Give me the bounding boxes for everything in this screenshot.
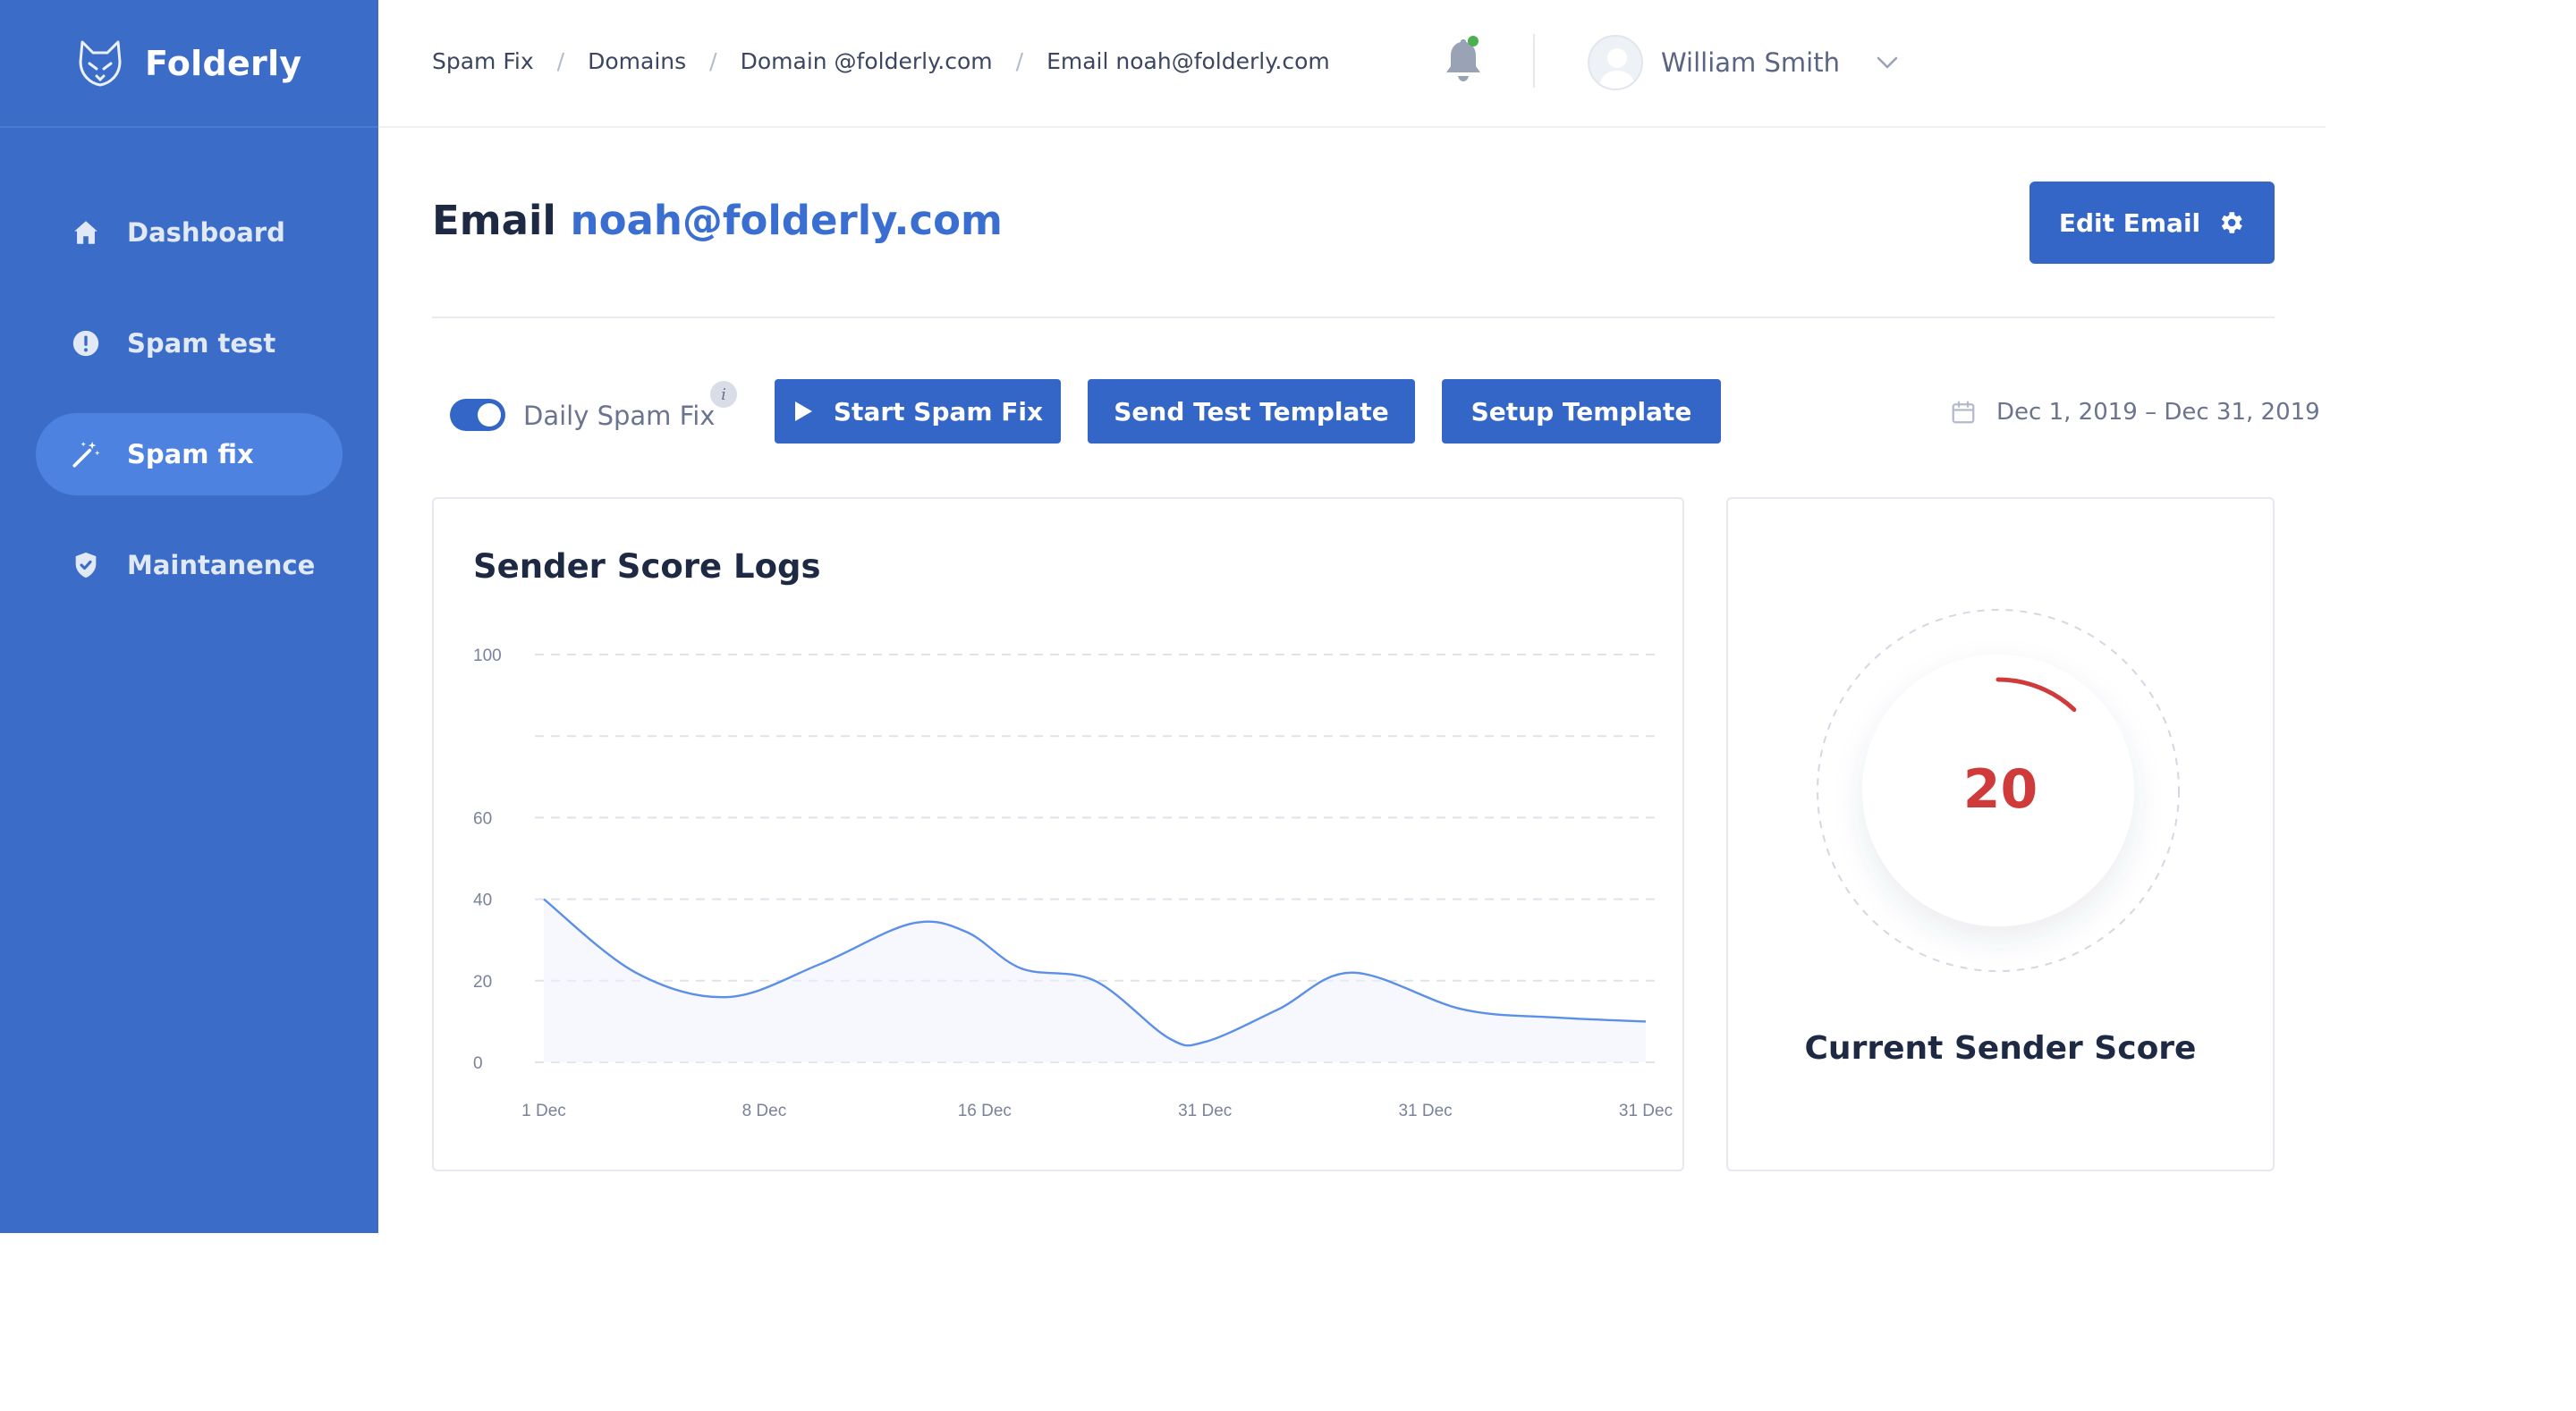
sidebar-item-dashboard[interactable]: Dashboard [36, 191, 343, 274]
breadcrumb-separator: / [709, 48, 717, 74]
breadcrumb: Spam Fix / Domains / Domain @folderly.co… [432, 48, 1330, 74]
sidebar-item-label: Dashboard [127, 217, 285, 248]
breadcrumb-item-domains[interactable]: Domains [588, 48, 687, 74]
bell-icon[interactable] [1442, 36, 1485, 86]
calendar-icon [1952, 401, 1975, 424]
start-spam-fix-label: Start Spam Fix [833, 396, 1044, 427]
score-gauge [1817, 609, 2180, 972]
y-tick-label: 40 [473, 891, 492, 910]
breadcrumb-separator: / [556, 48, 565, 74]
x-tick-label: 31 Dec [1178, 1102, 1232, 1120]
sidebar: Folderly Dashboard Spam test Spam fix Ma… [0, 0, 378, 1233]
setup-template-button[interactable]: Setup Template [1442, 379, 1721, 444]
chart-title: Sender Score Logs [473, 547, 821, 586]
x-tick-label: 31 Dec [1398, 1102, 1452, 1120]
topbar-divider [1533, 34, 1535, 88]
date-range-picker[interactable]: Dec 1, 2019 – Dec 31, 2019 [1950, 399, 2320, 426]
edit-email-button[interactable]: Edit Email [2029, 182, 2275, 264]
x-tick-label: 1 Dec [521, 1102, 566, 1120]
magic-wand-icon [68, 436, 104, 472]
page-title: Email noah@folderly.com [432, 197, 1003, 244]
score-value: 20 [1962, 758, 2038, 821]
send-test-template-label: Send Test Template [1114, 396, 1389, 427]
start-spam-fix-button[interactable]: Start Spam Fix [775, 379, 1061, 444]
shield-check-icon [68, 547, 104, 583]
chevron-down-icon [1877, 56, 1898, 69]
y-tick-label: 20 [473, 973, 492, 992]
gear-icon [2222, 212, 2242, 233]
gauge-outer-ring [1817, 609, 2180, 972]
fox-logo-icon [79, 40, 122, 86]
daily-spam-fix-toggle[interactable] [450, 399, 505, 431]
date-range-text: Dec 1, 2019 – Dec 31, 2019 [1996, 399, 2320, 426]
brand-name: Folderly [145, 43, 302, 83]
send-test-template-button[interactable]: Send Test Template [1088, 379, 1415, 444]
current-sender-score-card: 20 Current Sender Score [1726, 497, 2275, 1171]
y-tick-label: 60 [473, 809, 492, 828]
breadcrumb-separator: / [1015, 48, 1024, 74]
x-tick-label: 31 Dec [1619, 1102, 1673, 1120]
alert-circle-icon [68, 325, 104, 361]
notification-dot [1468, 36, 1479, 46]
breadcrumb-item-domain[interactable]: Domain @folderly.com [740, 48, 993, 74]
user-silhouette-icon [1598, 48, 1636, 89]
y-tick-label: 100 [473, 646, 502, 665]
sidebar-item-label: Maintanence [127, 550, 316, 580]
score-arc [1996, 677, 2077, 713]
header-divider [432, 317, 2275, 318]
sidebar-item-label: Spam test [127, 328, 276, 359]
play-icon [794, 401, 812, 421]
sidebar-nav: Dashboard Spam test Spam fix Maintanence [0, 191, 378, 635]
sidebar-item-spam-fix[interactable]: Spam fix [36, 413, 343, 495]
edit-email-button-label: Edit Email [2058, 207, 2201, 238]
x-tick-label: 8 Dec [742, 1102, 787, 1120]
setup-template-label: Setup Template [1470, 396, 1692, 427]
breadcrumb-item-spam-fix[interactable]: Spam Fix [432, 48, 534, 74]
page-title-email: noah@folderly.com [570, 197, 1003, 244]
breadcrumb-item-email: Email noah@folderly.com [1046, 48, 1330, 74]
x-tick-label: 16 Dec [958, 1102, 1012, 1120]
sender-score-chart: 0 20 40 60 100 1 Dec 8 Dec 16 Dec 31 Dec 31 Dec 31… [473, 646, 1673, 1120]
series-line [543, 898, 1647, 1047]
sidebar-item-label: Spam fix [127, 439, 254, 469]
sender-score-logs-card: Sender Score Logs 0 20 40 60 100 1 Dec 8 Dec 16… [432, 497, 1684, 1171]
page-title-prefix: Email [432, 197, 556, 244]
top-bar: Spam Fix / Domains / Domain @folderly.co… [378, 0, 2326, 128]
score-title: Current Sender Score [1804, 1030, 2197, 1067]
sidebar-item-spam-test[interactable]: Spam test [36, 302, 343, 384]
sidebar-item-maintanence[interactable]: Maintanence [36, 524, 343, 606]
y-tick-label: 0 [473, 1054, 483, 1073]
user-menu[interactable]: William Smith [1588, 34, 1899, 91]
toggle-knob [478, 403, 501, 427]
avatar [1588, 35, 1643, 90]
user-name: William Smith [1661, 47, 1840, 78]
gauge-inner-disc [1862, 655, 2134, 926]
daily-spam-fix-label: Daily Spam Fix [523, 401, 716, 431]
home-icon [68, 215, 104, 250]
info-icon[interactable]: i [710, 381, 737, 408]
brand[interactable]: Folderly [0, 0, 378, 128]
